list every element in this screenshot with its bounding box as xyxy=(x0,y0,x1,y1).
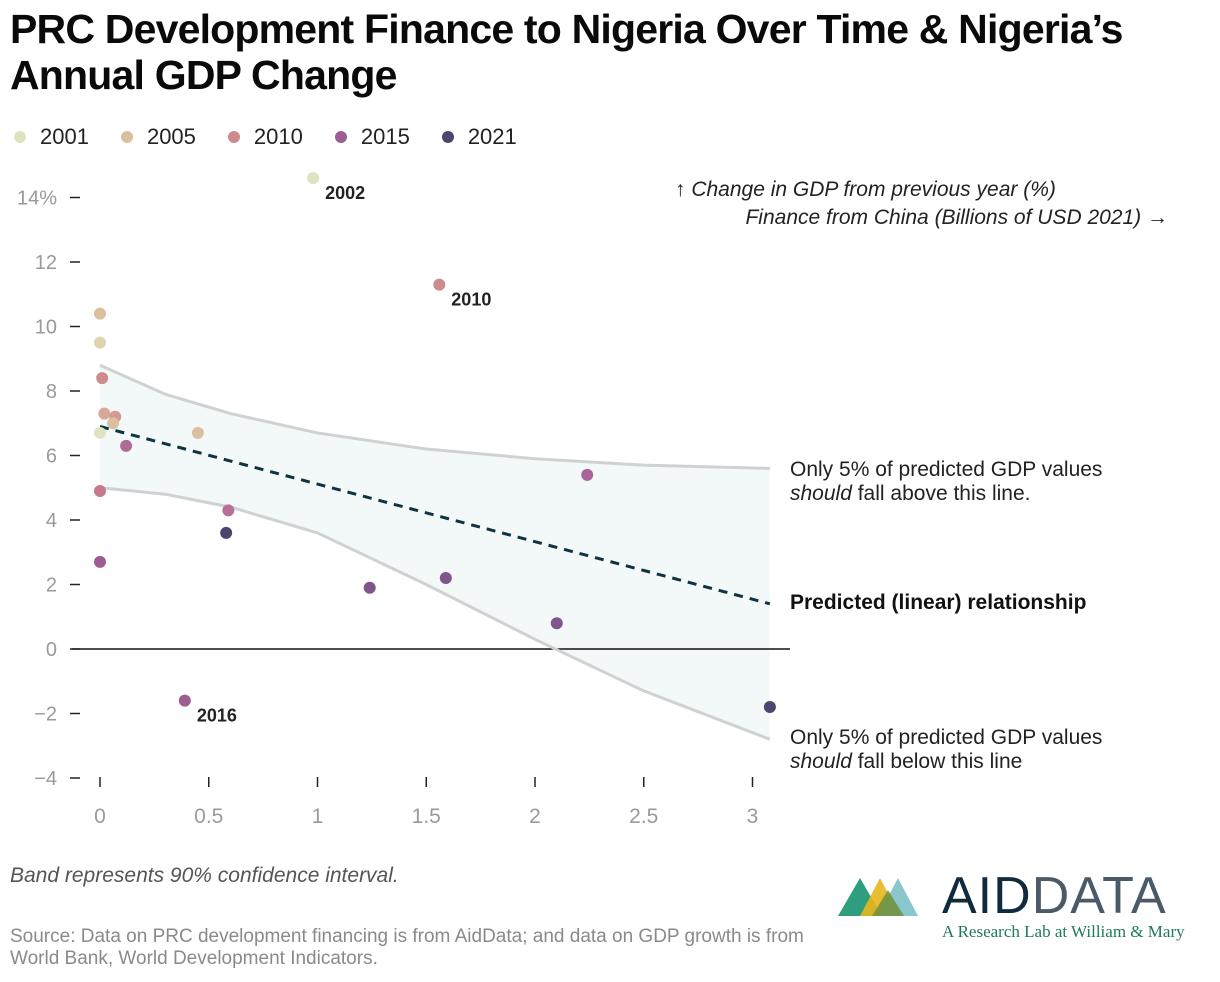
legend-swatch xyxy=(334,131,347,143)
x-tick-label: 1.5 xyxy=(412,805,441,828)
x-axis-title: Finance from China (Billions of USD 2021… xyxy=(745,206,1168,229)
y-tick-label: 14% xyxy=(17,188,57,210)
trend-label: Predicted (linear) relationship xyxy=(790,591,1086,614)
legend-label: 2010 xyxy=(253,124,303,149)
legend: 2001 2005 2010 2015 2021 xyxy=(14,122,549,152)
lower-band-line xyxy=(99,486,771,741)
legend-item-2001: 2001 xyxy=(14,124,89,150)
y-axis-title: ↑ Change in GDP from previous year (%) xyxy=(675,178,1056,201)
data-point xyxy=(433,278,446,291)
upper-band-label-line1: Only 5% of predicted GDP values xyxy=(790,458,1102,481)
trend-line xyxy=(99,425,771,606)
logo-tagline: A Research Lab at William & Mary xyxy=(942,922,1185,941)
legend-label: 2001 xyxy=(40,124,89,149)
legend-item-2010: 2010 xyxy=(227,124,303,150)
x-tick-label: 1 xyxy=(312,805,324,828)
y-tick-label: 10 xyxy=(35,317,57,339)
chart-title: PRC Development Finance to Nigeria Over … xyxy=(10,6,1123,98)
point-label: 2002 xyxy=(325,183,365,203)
x-tick-label: 3 xyxy=(747,805,759,828)
data-point xyxy=(178,694,191,707)
y-tick-label: −2 xyxy=(34,704,57,726)
legend-label: 2021 xyxy=(467,124,517,149)
data-point xyxy=(307,172,320,185)
legend-label: 2005 xyxy=(146,124,196,149)
aiddata-logo: AIDDATA A Research Lab at William & Mary xyxy=(838,866,1208,948)
data-point xyxy=(94,336,106,349)
lower-band-label-line1: Only 5% of predicted GDP values xyxy=(790,726,1102,749)
y-tick-label: −4 xyxy=(34,768,57,790)
data-point xyxy=(363,581,376,594)
upper-band-line xyxy=(99,363,770,470)
y-tick-label: 2 xyxy=(46,575,57,597)
logo-wordmark: AIDDATA xyxy=(942,866,1167,926)
data-point xyxy=(94,555,106,568)
data-point xyxy=(94,426,106,439)
point-label: 2016 xyxy=(197,706,237,726)
footnote: Band represents 90% confidence interval. xyxy=(10,864,399,887)
x-tick-label: 0 xyxy=(94,805,106,828)
legend-item-2005: 2005 xyxy=(120,124,196,150)
legend-swatch xyxy=(14,131,26,143)
logo-word-data: DATA xyxy=(1031,867,1167,925)
x-tick-label: 2.5 xyxy=(629,805,658,828)
data-point xyxy=(581,468,594,481)
data-point xyxy=(222,504,235,517)
legend-swatch xyxy=(441,131,454,143)
point-label: 2010 xyxy=(451,290,491,310)
data-point xyxy=(98,407,111,420)
x-tick-label: 0.5 xyxy=(194,805,223,828)
logo-triangles-icon xyxy=(838,878,918,916)
legend-swatch xyxy=(227,131,240,143)
data-point xyxy=(220,526,233,539)
y-tick-label: 0 xyxy=(46,639,57,661)
y-tick-label: 6 xyxy=(46,446,57,468)
data-point xyxy=(191,426,204,439)
data-point xyxy=(96,372,109,385)
data-point xyxy=(550,617,563,630)
data-point xyxy=(94,484,106,497)
data-point xyxy=(439,572,452,585)
legend-item-2015: 2015 xyxy=(334,124,410,150)
source-note: Source: Data on PRC development financin… xyxy=(10,926,804,969)
data-point xyxy=(94,307,106,320)
y-tick-label: 8 xyxy=(46,381,57,403)
logo-word-aid: AID xyxy=(942,867,1032,925)
y-tick-label: 4 xyxy=(46,510,57,532)
confidence-band xyxy=(100,365,770,740)
legend-swatch xyxy=(120,131,133,143)
scatter-chart: −4 −2 0 2 4 6 8 10 12 14% 0 0.5 1 1.5 2 2.5 3 2002 2010 201… xyxy=(17,172,1168,828)
upper-band-label-line2: should fall above this line. xyxy=(790,482,1031,505)
legend-item-2021: 2021 xyxy=(441,124,517,150)
lower-band-label-line2: should fall below this line xyxy=(790,750,1022,773)
y-tick-label: 12 xyxy=(35,252,57,274)
x-tick-label: 2 xyxy=(529,805,541,828)
legend-label: 2015 xyxy=(360,124,410,149)
data-point xyxy=(763,701,776,714)
data-point xyxy=(120,439,133,452)
data-point xyxy=(107,417,120,430)
